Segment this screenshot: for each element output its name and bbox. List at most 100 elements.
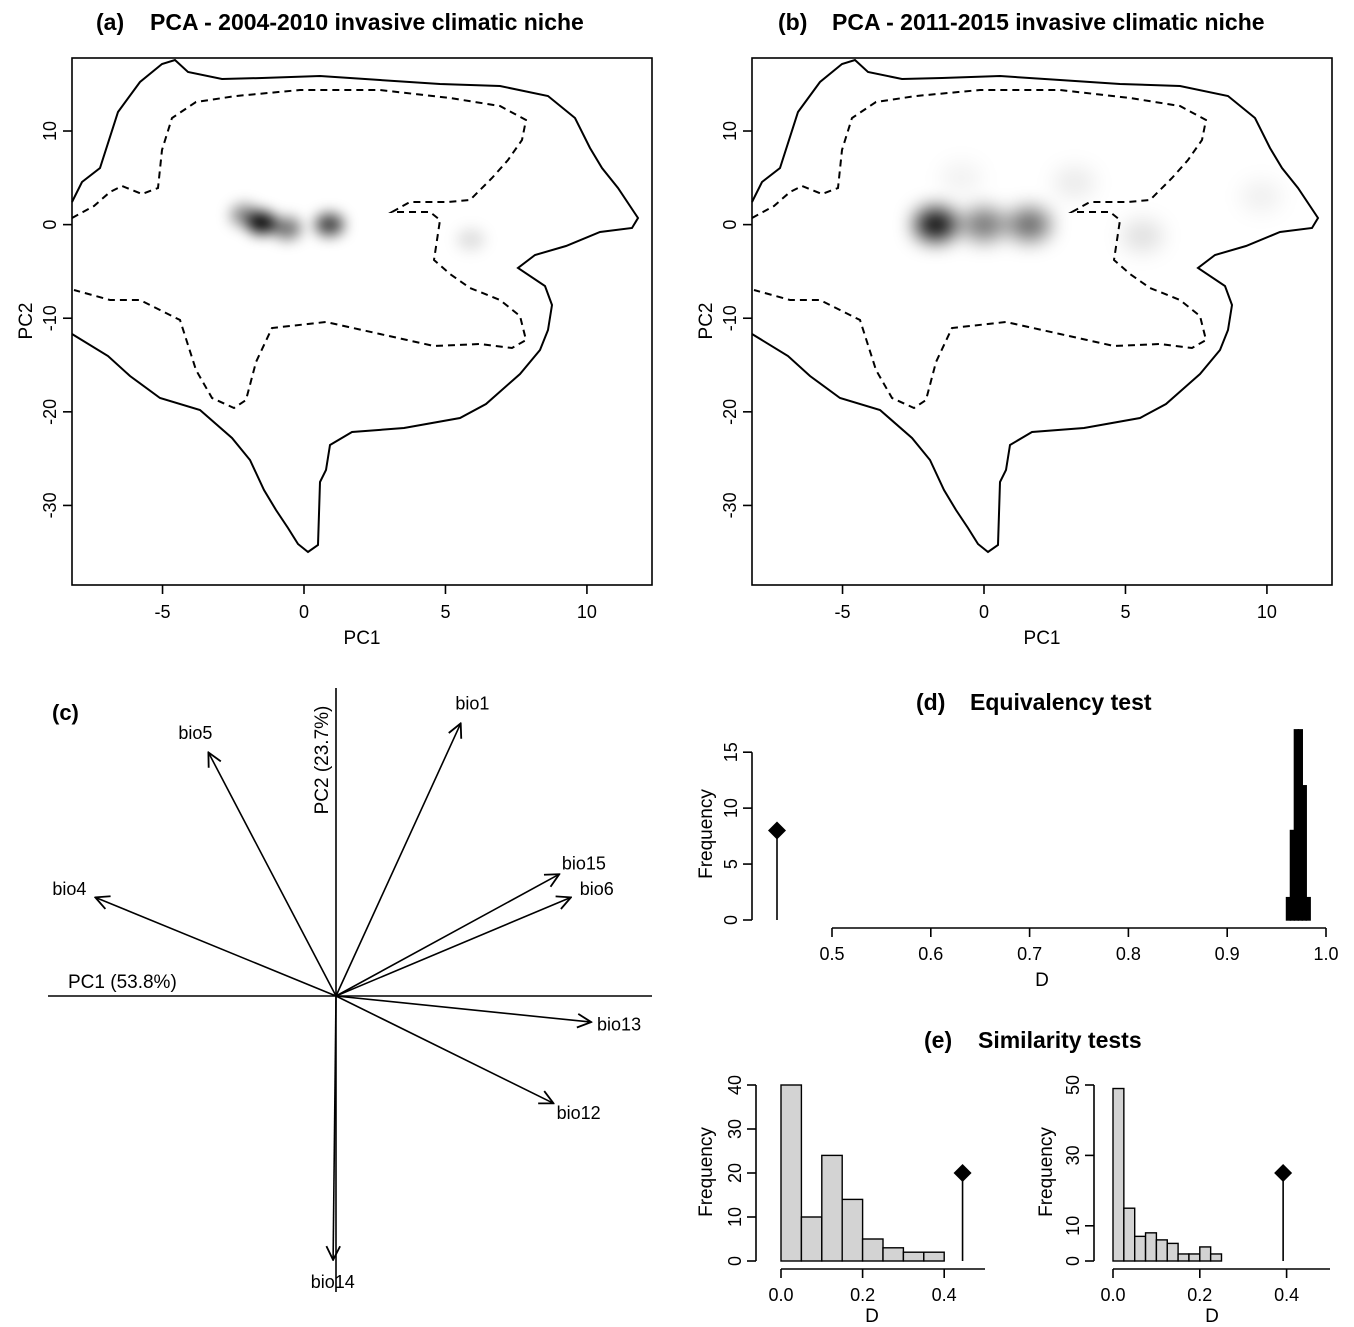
observed-marker bbox=[953, 1164, 972, 1182]
loading-arrow-bio15 bbox=[335, 874, 559, 997]
panel-e: (e) Similarity tests 0.0 0.2 0.4010203040 … bbox=[696, 1027, 1330, 1327]
panel-b-title: PCA - 2011-2015 invasive climatic niche bbox=[832, 9, 1265, 35]
loading-label-bio5: bio5 bbox=[178, 723, 212, 743]
panel-c-tag: (c) bbox=[52, 700, 79, 725]
observed-marker bbox=[1274, 1164, 1293, 1182]
hist-bar bbox=[1177, 1253, 1190, 1262]
hist-bar bbox=[1188, 1253, 1201, 1262]
y-tick-label: 10 bbox=[725, 1207, 745, 1227]
x-tick-label: 10 bbox=[577, 602, 597, 622]
x-axis-label-e2: D bbox=[1205, 1306, 1219, 1327]
loading-label-bio14: bio14 bbox=[311, 1272, 355, 1292]
y-tick-label: -30 bbox=[720, 492, 740, 518]
hist-bar bbox=[800, 1216, 823, 1262]
hist-bar bbox=[821, 1154, 843, 1262]
y-tick-label: 10 bbox=[721, 798, 741, 818]
x-tick-label: 10 bbox=[1257, 602, 1277, 622]
hist-bar bbox=[902, 1251, 925, 1262]
y-tick-label: 10 bbox=[40, 121, 60, 141]
x-axis-label-a: PC1 bbox=[344, 628, 381, 649]
y-tick-label: -10 bbox=[720, 305, 740, 331]
x-axis-label-e1: D bbox=[865, 1306, 879, 1327]
x-tick-label: 0.4 bbox=[1274, 1285, 1299, 1305]
panel-a: (a) PCA - 2004-2010 invasive climatic ni… bbox=[16, 9, 653, 649]
x-tick-label: -5 bbox=[835, 602, 851, 622]
hist-bar bbox=[1305, 896, 1311, 921]
loading-arrow-bio12 bbox=[335, 995, 554, 1103]
density-peak bbox=[230, 204, 259, 227]
y-axis-label-b: PC2 bbox=[696, 303, 717, 340]
x-tick-label: 0.5 bbox=[819, 944, 844, 964]
y-axis-a: -30 -20 -10 0 10 bbox=[40, 121, 72, 518]
y-tick-label: 15 bbox=[721, 742, 741, 762]
y-tick-label: 0 bbox=[725, 1256, 745, 1266]
panel-b-tag: (b) bbox=[778, 9, 807, 35]
y-axis-b: -30 -20 -10 0 10 bbox=[720, 121, 752, 518]
x-tick-label: 0.0 bbox=[768, 1285, 793, 1305]
loading-arrow-bio1 bbox=[335, 723, 461, 997]
hist-bar bbox=[861, 1238, 884, 1262]
hist-bar bbox=[1209, 1253, 1223, 1262]
y-tick-label: 0 bbox=[720, 220, 740, 230]
density-b bbox=[915, 161, 1283, 252]
x-axis-a: -5 0 5 10 bbox=[155, 585, 597, 622]
x-tick-label: -5 bbox=[155, 602, 171, 622]
y-tick-label: 0 bbox=[1063, 1256, 1083, 1266]
y-tick-label: 0 bbox=[40, 220, 60, 230]
loading-arrow-bio13 bbox=[335, 995, 591, 1022]
hist-e1: 0.0 0.2 0.4 0 10 20 30 40 bbox=[725, 1075, 985, 1305]
x-tick-label: 0.6 bbox=[918, 944, 943, 964]
hist-bar bbox=[780, 1084, 803, 1262]
density-peak bbox=[940, 161, 983, 194]
density-a bbox=[230, 204, 486, 251]
loading-label-bio6: bio6 bbox=[580, 879, 614, 899]
panel-d-title: Equivalency test bbox=[970, 689, 1152, 715]
x-tick-label: 0.4 bbox=[932, 1285, 957, 1305]
y-tick-label: 10 bbox=[720, 121, 740, 141]
x-tick-label: 0.7 bbox=[1017, 944, 1042, 964]
y-tick-label: 50 bbox=[1063, 1075, 1083, 1095]
x-tick-label: 0 bbox=[979, 602, 989, 622]
panel-e-title: Similarity tests bbox=[978, 1027, 1142, 1053]
loading-arrow-bio5 bbox=[208, 752, 337, 997]
panel-a-tag: (a) bbox=[96, 9, 124, 35]
loading-arrow-bio6 bbox=[335, 897, 571, 997]
y-tick-label: 30 bbox=[725, 1119, 745, 1139]
x-axis-label-b: PC1 bbox=[1024, 628, 1061, 649]
density-peak bbox=[1240, 180, 1283, 213]
observed-marker bbox=[768, 821, 786, 840]
hist-bar bbox=[882, 1247, 905, 1262]
loading-label-bio12: bio12 bbox=[557, 1103, 601, 1123]
hist-d: 0.5 0.6 0.7 0.8 0.9 1.0 0 5 10 15 bbox=[721, 729, 1339, 964]
density-peak bbox=[1053, 166, 1096, 199]
panel-d-tag: (d) bbox=[916, 689, 945, 715]
loading-label-bio15: bio15 bbox=[562, 854, 606, 874]
x-tick-label: 0.0 bbox=[1100, 1285, 1125, 1305]
x-tick-label: 0.2 bbox=[1187, 1285, 1212, 1305]
density-peak bbox=[1121, 219, 1164, 252]
density-peak bbox=[272, 217, 302, 240]
contour-solid-b bbox=[751, 58, 1320, 554]
panel-d: (d) Equivalency test 0.5 0.6 0.7 0.8 0.9 1.00… bbox=[696, 689, 1339, 991]
panel-b: (b) PCA - 2011-2015 invasive climatic ni… bbox=[696, 9, 1333, 649]
hist-bar bbox=[841, 1198, 864, 1262]
pc1-axis-label: PC1 (53.8%) bbox=[68, 972, 177, 993]
contour-dashed-a bbox=[71, 89, 528, 410]
hist-bar bbox=[1144, 1232, 1158, 1262]
pc2-axis-label: PC2 (23.7%) bbox=[312, 706, 333, 815]
hist-bar bbox=[1133, 1235, 1147, 1262]
loading-arrow-bio14 bbox=[333, 995, 336, 1260]
y-tick-label: -20 bbox=[40, 399, 60, 425]
x-axis-label-d: D bbox=[1035, 970, 1049, 991]
y-tick-label: 10 bbox=[1063, 1216, 1083, 1236]
y-tick-label: 40 bbox=[725, 1075, 745, 1095]
x-axis-b: -5 0 5 10 bbox=[835, 585, 1277, 622]
hist-bar bbox=[1112, 1087, 1125, 1262]
density-peak bbox=[456, 228, 486, 251]
contour-solid-a bbox=[71, 58, 640, 554]
contour-dashed-b bbox=[751, 89, 1208, 410]
hist-bar bbox=[1166, 1242, 1179, 1262]
y-tick-label: -30 bbox=[40, 492, 60, 518]
hist-e2: 0.0 0.2 0.4 0 10 30 50 bbox=[1063, 1075, 1330, 1305]
y-axis-label-d: Frequency bbox=[696, 789, 717, 879]
